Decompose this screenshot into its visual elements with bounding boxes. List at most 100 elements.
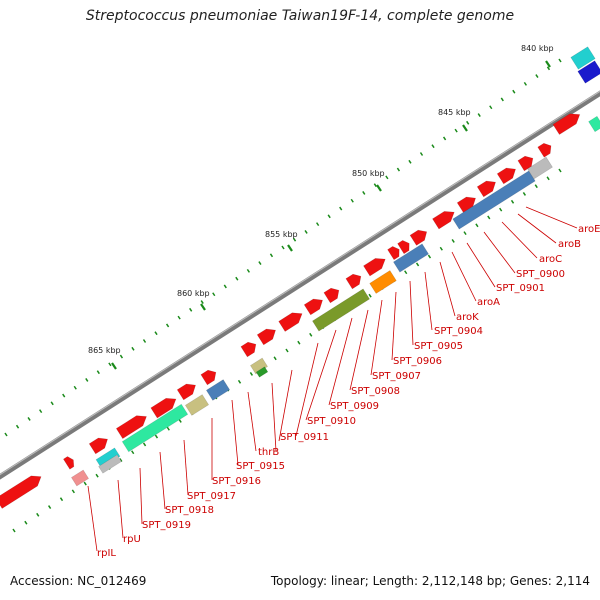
gene-label-SPT_0905[interactable]: SPT_0905 [414, 341, 463, 352]
outer-tick [154, 331, 158, 336]
gene-label-aroC[interactable]: aroC [539, 254, 562, 265]
gene-forward [409, 229, 428, 246]
inner-tick [36, 512, 40, 517]
gene-label-SPT_0916[interactable]: SPT_0916 [212, 476, 261, 487]
inner-tick [309, 332, 313, 337]
gene-forward [432, 211, 455, 230]
inner-tick [273, 356, 277, 361]
accession-text: Accession: NC_012469 [10, 574, 147, 588]
backbone-line [0, 90, 600, 480]
major-tick [376, 184, 382, 192]
gene-label-SPT_0910[interactable]: SPT_0910 [307, 416, 356, 427]
leader-line [349, 309, 369, 391]
gene-forward [176, 383, 197, 401]
gene-forward [278, 312, 303, 332]
outer-tick [73, 385, 77, 390]
outer-tick [200, 300, 204, 304]
gene-forward [303, 298, 324, 316]
outer-tick [131, 346, 135, 351]
leader-line [483, 231, 516, 274]
inner-tick [427, 254, 432, 259]
gene-label-SPT_0918[interactable]: SPT_0918 [165, 505, 214, 516]
scale-label-850: 850 kbp [352, 169, 385, 178]
leader-line [295, 342, 319, 437]
outer-tick [4, 432, 8, 437]
gene-label-SPT_0904[interactable]: SPT_0904 [434, 326, 483, 337]
gene-forward [456, 196, 477, 214]
leader-line [305, 329, 337, 421]
gene-label-SPT_0901[interactable]: SPT_0901 [496, 283, 545, 294]
backbone-highlight [0, 90, 600, 476]
outer-tick [558, 58, 562, 63]
outer-tick [339, 206, 343, 211]
gene-SPT_0911 [249, 357, 269, 375]
outer-tick [350, 198, 354, 203]
leader-line [87, 485, 98, 552]
outer-tick [189, 307, 193, 312]
label-leaders [87, 206, 578, 552]
gene-label-SPT_0917[interactable]: SPT_0917 [187, 491, 236, 502]
outer-tick [419, 152, 424, 156]
gene-forward [88, 437, 109, 455]
outer-tick [385, 175, 389, 180]
major-tick [545, 60, 551, 68]
outer-tick [235, 276, 239, 281]
gene-label-SPT_0919[interactable]: SPT_0919 [142, 520, 191, 531]
gene-SPT_0917 [121, 403, 189, 453]
outer-tick [27, 417, 31, 421]
outer-tick [15, 424, 20, 429]
gene-SPT_0911-small [255, 366, 269, 378]
gene-features[interactable] [0, 46, 600, 509]
outer-tick [258, 261, 262, 265]
inner-tick [131, 450, 135, 455]
gene-label-aroB[interactable]: aroB [558, 239, 581, 250]
inner-tick [12, 528, 16, 533]
inner-tick [237, 379, 242, 384]
gene-label-thrB[interactable]: thrB [258, 447, 279, 458]
outer-tick [535, 74, 539, 78]
gene-cog-navy [577, 60, 600, 84]
inner-tick [47, 505, 52, 509]
outer-tick [512, 89, 516, 94]
gene-label-rpIL[interactable]: rpIL [97, 548, 116, 559]
outer-tick [39, 409, 43, 414]
outer-tick [304, 230, 308, 234]
gene-forward [397, 240, 410, 255]
gene-label-aroA[interactable]: aroA [477, 297, 500, 308]
gene-label-SPT_0907[interactable]: SPT_0907 [372, 371, 421, 382]
gene-forward [345, 273, 362, 290]
gene-label-SPT_0900[interactable]: SPT_0900 [516, 269, 565, 280]
inner-tick [285, 348, 289, 353]
gene-label-rpU[interactable]: rpU [123, 534, 141, 545]
gene-label-aroE[interactable]: aroE [578, 224, 600, 235]
outer-tick [292, 237, 297, 242]
outer-tick [50, 401, 54, 406]
inner-tick [178, 419, 182, 423]
gene-label-SPT_0915[interactable]: SPT_0915 [236, 461, 285, 472]
outer-tick [454, 128, 458, 133]
inner-tick [451, 239, 455, 243]
gene-label-SPT_0909[interactable]: SPT_0909 [330, 401, 379, 412]
inner-tick [249, 372, 254, 376]
gene-forward [200, 369, 217, 386]
major-tick [462, 124, 468, 132]
inner-tick [154, 434, 159, 439]
inner-tick [166, 426, 170, 431]
leader-line [139, 467, 143, 525]
leader-line [183, 439, 189, 496]
gene-cog-teal [570, 46, 596, 70]
inner-tick [510, 199, 515, 204]
gene-forward [552, 113, 581, 135]
major-tick [287, 244, 293, 252]
leader-line [117, 479, 124, 539]
gene-SPT_0916 [184, 394, 210, 416]
scale-label-840: 840 kbp [521, 44, 554, 53]
gene-label-SPT_0908[interactable]: SPT_0908 [351, 386, 400, 397]
outer-tick [281, 245, 285, 250]
gene-label-aroK[interactable]: aroK [456, 312, 479, 323]
outer-tick [165, 323, 170, 328]
outer-tick [177, 315, 181, 320]
gene-label-SPT_0906[interactable]: SPT_0906 [393, 356, 442, 367]
gene-label-SPT_0911[interactable]: SPT_0911 [280, 432, 329, 443]
